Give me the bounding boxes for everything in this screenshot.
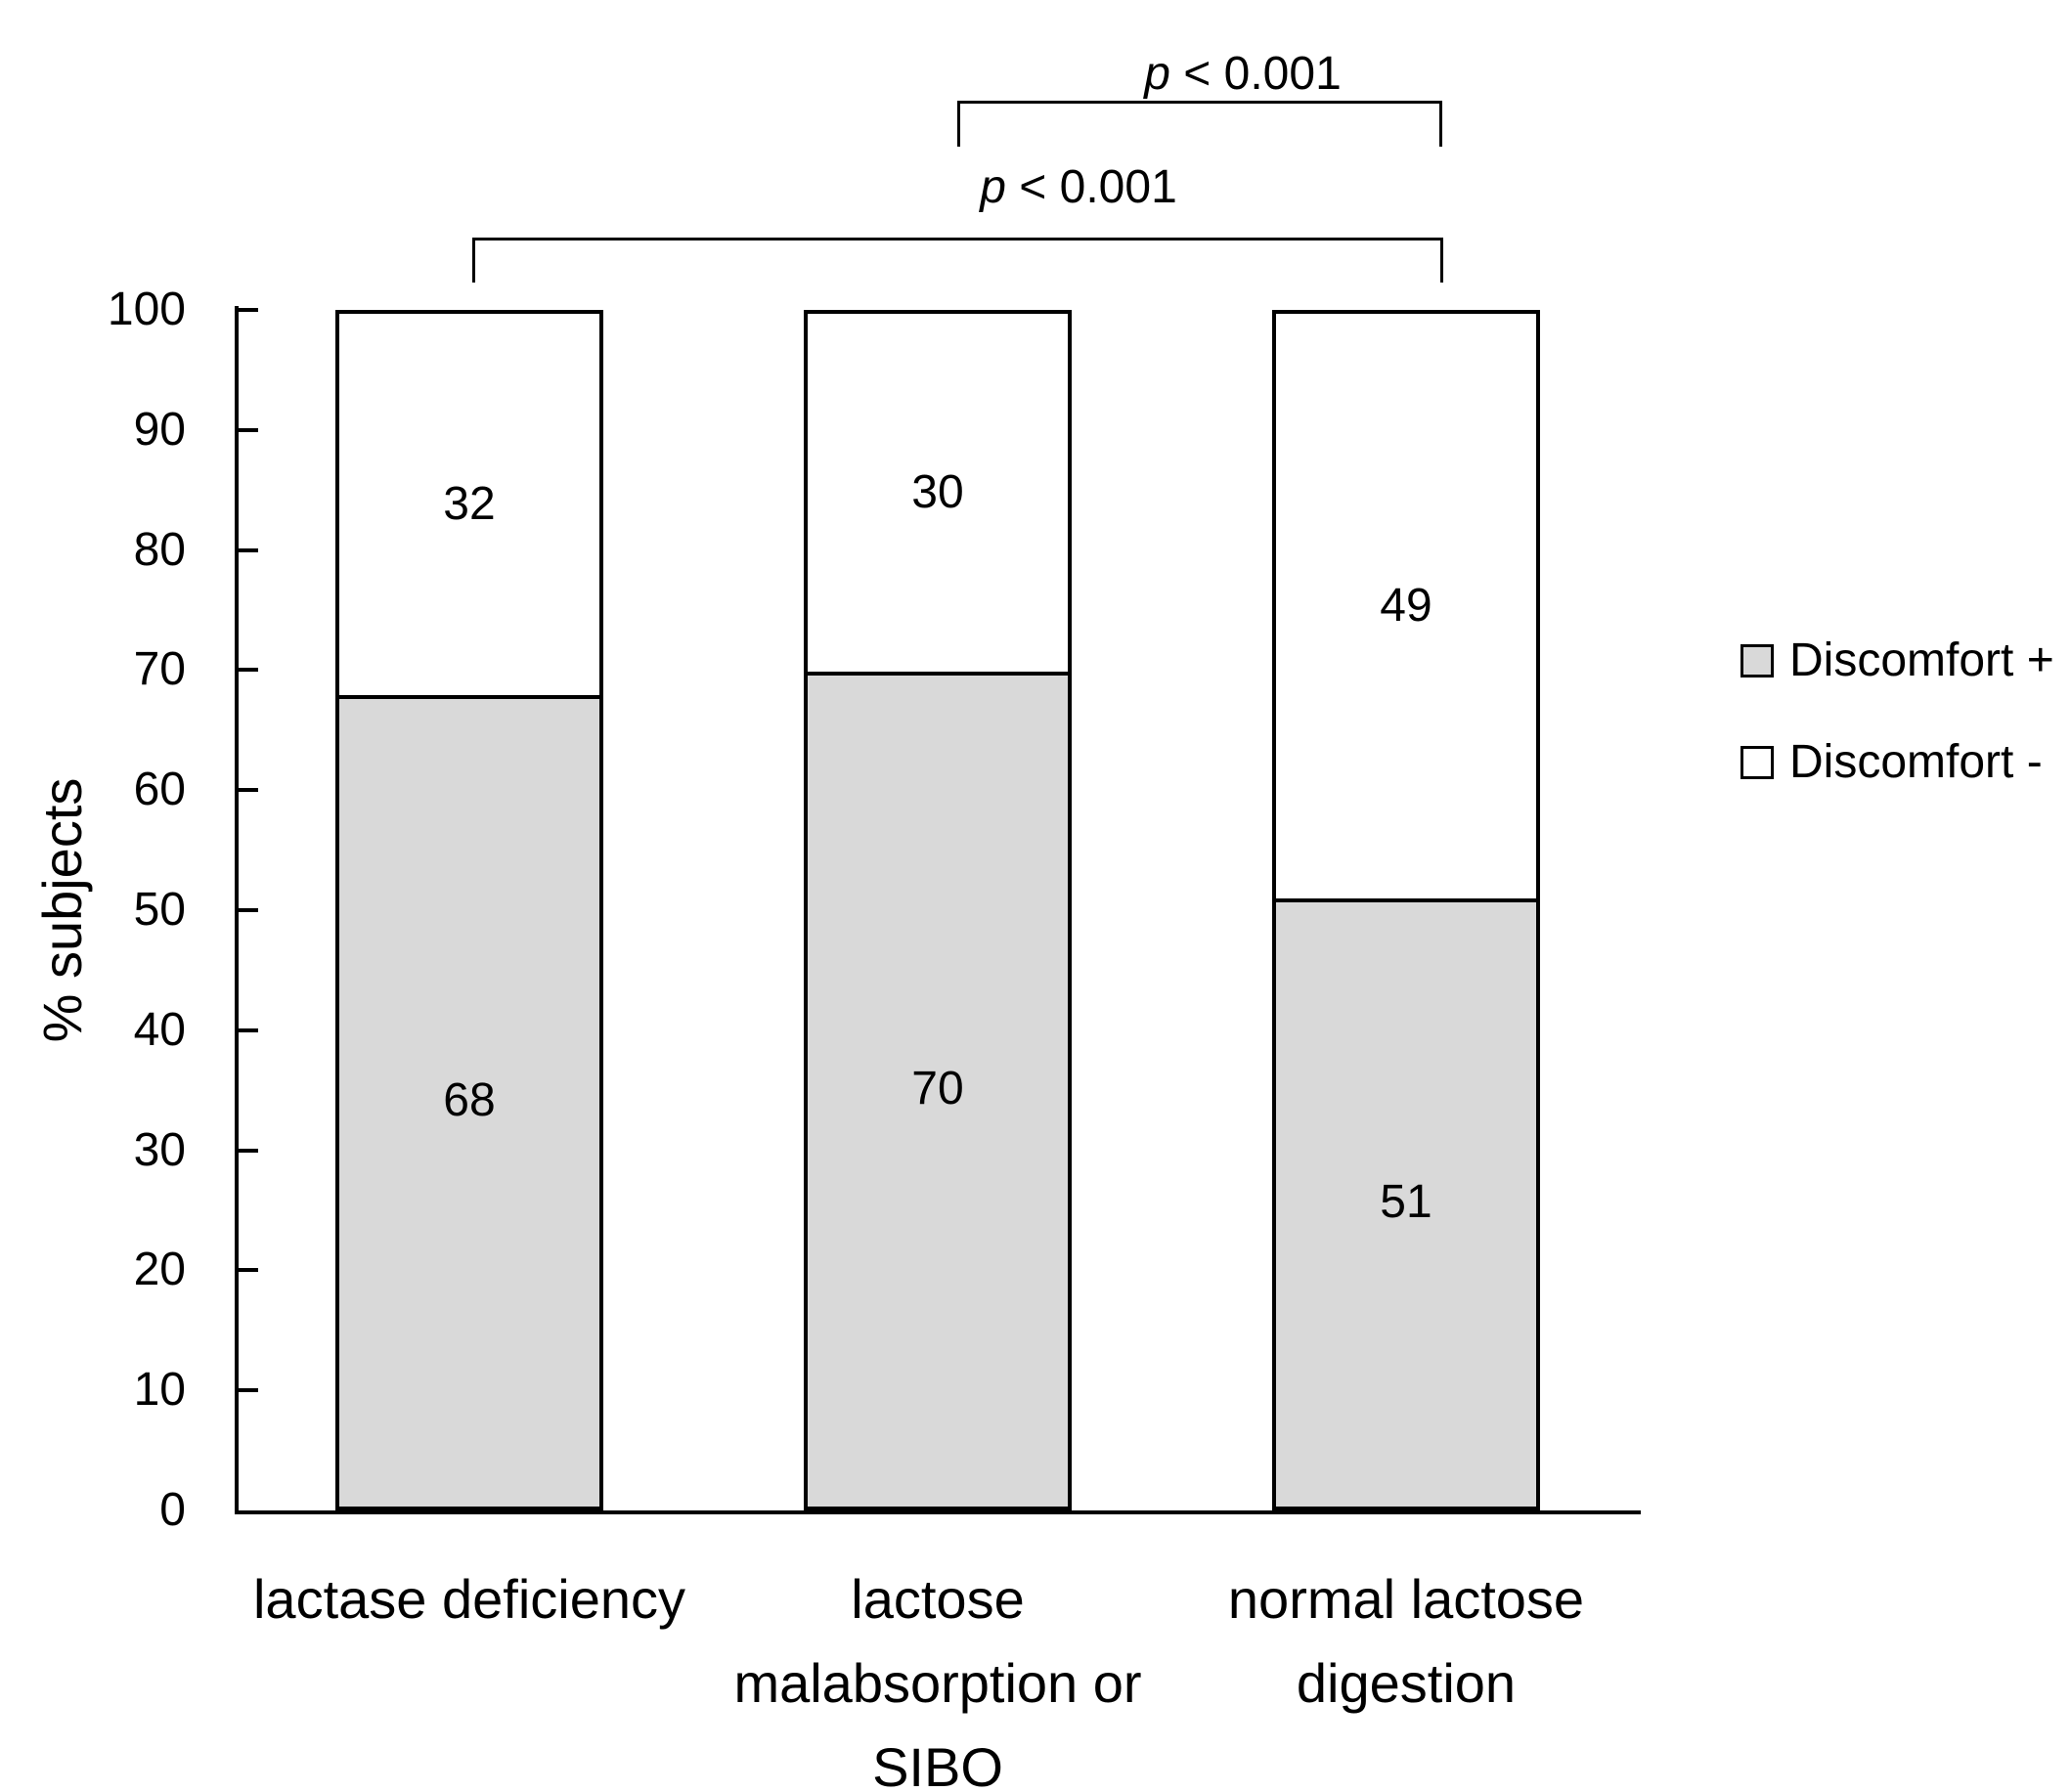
y-tick-mark-50 — [239, 908, 258, 912]
significance-bracket-bars1-3 — [472, 238, 1443, 283]
y-tick-mark-20 — [239, 1268, 258, 1273]
p-value-label-bars2-3: p < 0.001 — [1086, 49, 1399, 100]
y-tick-label-90: 90 — [133, 403, 186, 456]
y-tick-label-0: 0 — [159, 1484, 186, 1536]
y-tick-label-20: 20 — [133, 1244, 186, 1296]
category-label-1: lactose malabsorption or SIBO — [733, 1568, 1142, 1792]
y-tick-label-10: 10 — [133, 1364, 186, 1417]
y-tick-label-100: 100 — [107, 284, 186, 335]
legend-swatch-discomfort-minus — [1741, 746, 1774, 779]
y-tick-mark-90 — [239, 427, 258, 432]
y-tick-label-30: 30 — [133, 1123, 186, 1176]
bar-1-value-discomfort-minus: 30 — [911, 466, 964, 518]
significance-bracket-bars2-3 — [957, 101, 1442, 147]
bar-2-value-discomfort-minus: 49 — [1380, 580, 1432, 632]
bar-1-segment-discomfort-plus — [808, 672, 1068, 1507]
bar-0-value-discomfort-plus: 68 — [443, 1074, 496, 1126]
x-axis-line — [235, 1510, 1641, 1514]
y-tick-label-60: 60 — [133, 764, 186, 816]
legend-item-discomfort-minus: Discomfort - — [1741, 739, 2043, 786]
y-tick-label-70: 70 — [133, 643, 186, 696]
y-tick-label-40: 40 — [133, 1003, 186, 1056]
p-value-variable: p — [980, 161, 1006, 213]
y-tick-label-50: 50 — [133, 884, 186, 936]
category-label-2: normal lactose digestion — [1227, 1568, 1585, 1714]
legend-label-discomfort-plus: Discomfort + — [1789, 634, 2054, 686]
y-tick-mark-100 — [239, 308, 258, 312]
y-tick-mark-70 — [239, 668, 258, 673]
p-value-text: < 0.001 — [1169, 48, 1342, 100]
y-tick-mark-80 — [239, 547, 258, 552]
bar-0: 32 68 — [335, 310, 603, 1510]
y-tick-mark-60 — [239, 788, 258, 793]
bar-2: 49 51 — [1272, 310, 1540, 1510]
y-tick-mark-40 — [239, 1027, 258, 1032]
p-value-label-bars1-3: p < 0.001 — [922, 162, 1235, 213]
bar-2-value-discomfort-plus: 51 — [1380, 1176, 1432, 1228]
y-tick-mark-30 — [239, 1148, 258, 1153]
p-value-text: < 0.001 — [1005, 161, 1177, 213]
bar-1-value-discomfort-plus: 70 — [911, 1063, 964, 1115]
bar-2-segment-discomfort-plus — [1276, 898, 1536, 1507]
p-value-variable: p — [1144, 48, 1170, 100]
legend-item-discomfort-plus: Discomfort + — [1741, 637, 2054, 684]
bar-0-segment-discomfort-plus — [339, 695, 599, 1507]
bar-0-value-discomfort-minus: 32 — [443, 478, 496, 530]
category-label-0: lactase deficiency — [252, 1568, 685, 1630]
bar-1: 30 70 — [804, 310, 1072, 1510]
legend-label-discomfort-minus: Discomfort - — [1789, 736, 2043, 788]
legend-swatch-discomfort-plus — [1741, 644, 1774, 677]
y-tick-mark-10 — [239, 1388, 258, 1393]
y-tick-label-80: 80 — [133, 523, 186, 576]
y-axis-line — [235, 306, 239, 1514]
